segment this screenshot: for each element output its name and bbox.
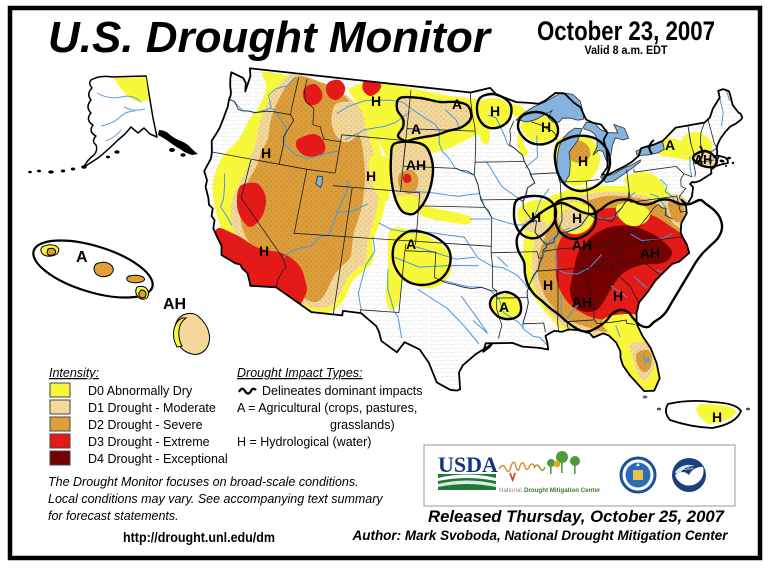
svg-text:October 23, 2007: October 23, 2007	[537, 16, 715, 46]
svg-text:H: H	[531, 209, 541, 225]
svg-text:D1 Drought - Moderate: D1 Drought - Moderate	[88, 401, 216, 415]
svg-text:The Drought Monitor focuses on: The Drought Monitor focuses on broad-sca…	[48, 475, 359, 489]
svg-text:A: A	[406, 236, 416, 252]
svg-text:H: H	[572, 210, 582, 226]
svg-text:A: A	[452, 96, 462, 112]
svg-text:H: H	[490, 103, 500, 119]
svg-text:Intensity:: Intensity:	[49, 366, 99, 380]
svg-text:H: H	[371, 93, 381, 109]
svg-text:grasslands): grasslands)	[330, 418, 395, 432]
svg-text:H = Hydrological (water): H = Hydrological (water)	[237, 435, 371, 449]
svg-text:for forecast statements.: for forecast statements.	[48, 509, 179, 523]
svg-text:USDA: USDA	[438, 452, 498, 477]
svg-text:D0 Abnormally Dry: D0 Abnormally Dry	[88, 384, 193, 398]
svg-text:A: A	[499, 299, 509, 315]
svg-text:H: H	[613, 288, 623, 304]
svg-text:Drought Mitigation Center: Drought Mitigation Center	[524, 487, 601, 494]
svg-text:A: A	[665, 137, 675, 153]
svg-text:A: A	[76, 249, 88, 266]
svg-text:D2 Drought - Severe: D2 Drought - Severe	[88, 418, 203, 432]
svg-text:H: H	[261, 145, 271, 161]
svg-text:Local conditions may vary. See: Local conditions may vary. See accompany…	[48, 492, 383, 506]
svg-text:AH: AH	[406, 157, 426, 173]
svg-text:http://drought.unl.edu/dm: http://drought.unl.edu/dm	[123, 529, 275, 545]
svg-text:H: H	[541, 119, 551, 135]
svg-text:D4 Drought - Exceptional: D4 Drought - Exceptional	[88, 452, 228, 466]
svg-text:AH: AH	[572, 294, 592, 310]
svg-text:H: H	[259, 243, 269, 259]
svg-text:NOAA: NOAA	[681, 466, 694, 471]
svg-text:Released Thursday, October 25,: Released Thursday, October 25, 2007	[428, 508, 725, 526]
svg-text:H: H	[712, 409, 722, 425]
svg-text:Delineates dominant impacts: Delineates dominant impacts	[262, 384, 423, 398]
svg-text:Drought Impact Types:: Drought Impact Types:	[237, 366, 363, 380]
svg-text:Valid 8 a.m. EDT: Valid 8 a.m. EDT	[585, 43, 669, 57]
svg-text:AH: AH	[572, 237, 592, 253]
svg-text:D3 Drought - Extreme: D3 Drought - Extreme	[88, 435, 210, 449]
svg-text:H: H	[543, 277, 553, 293]
svg-text:AH?: AH?	[694, 153, 720, 167]
svg-text:AH: AH	[163, 296, 186, 313]
svg-text:H: H	[366, 168, 376, 184]
svg-text:Author: Mark Svoboda, National: Author: Mark Svoboda, National Drought M…	[352, 527, 729, 543]
svg-text:National: National	[499, 487, 522, 494]
svg-text:AH: AH	[640, 245, 660, 261]
svg-text:A = Agricultural (crops, pastu: A = Agricultural (crops, pastures,	[237, 401, 417, 415]
svg-text:H: H	[578, 153, 588, 169]
svg-text:A: A	[411, 121, 421, 137]
svg-text:U.S. Drought Monitor: U.S. Drought Monitor	[48, 13, 493, 62]
